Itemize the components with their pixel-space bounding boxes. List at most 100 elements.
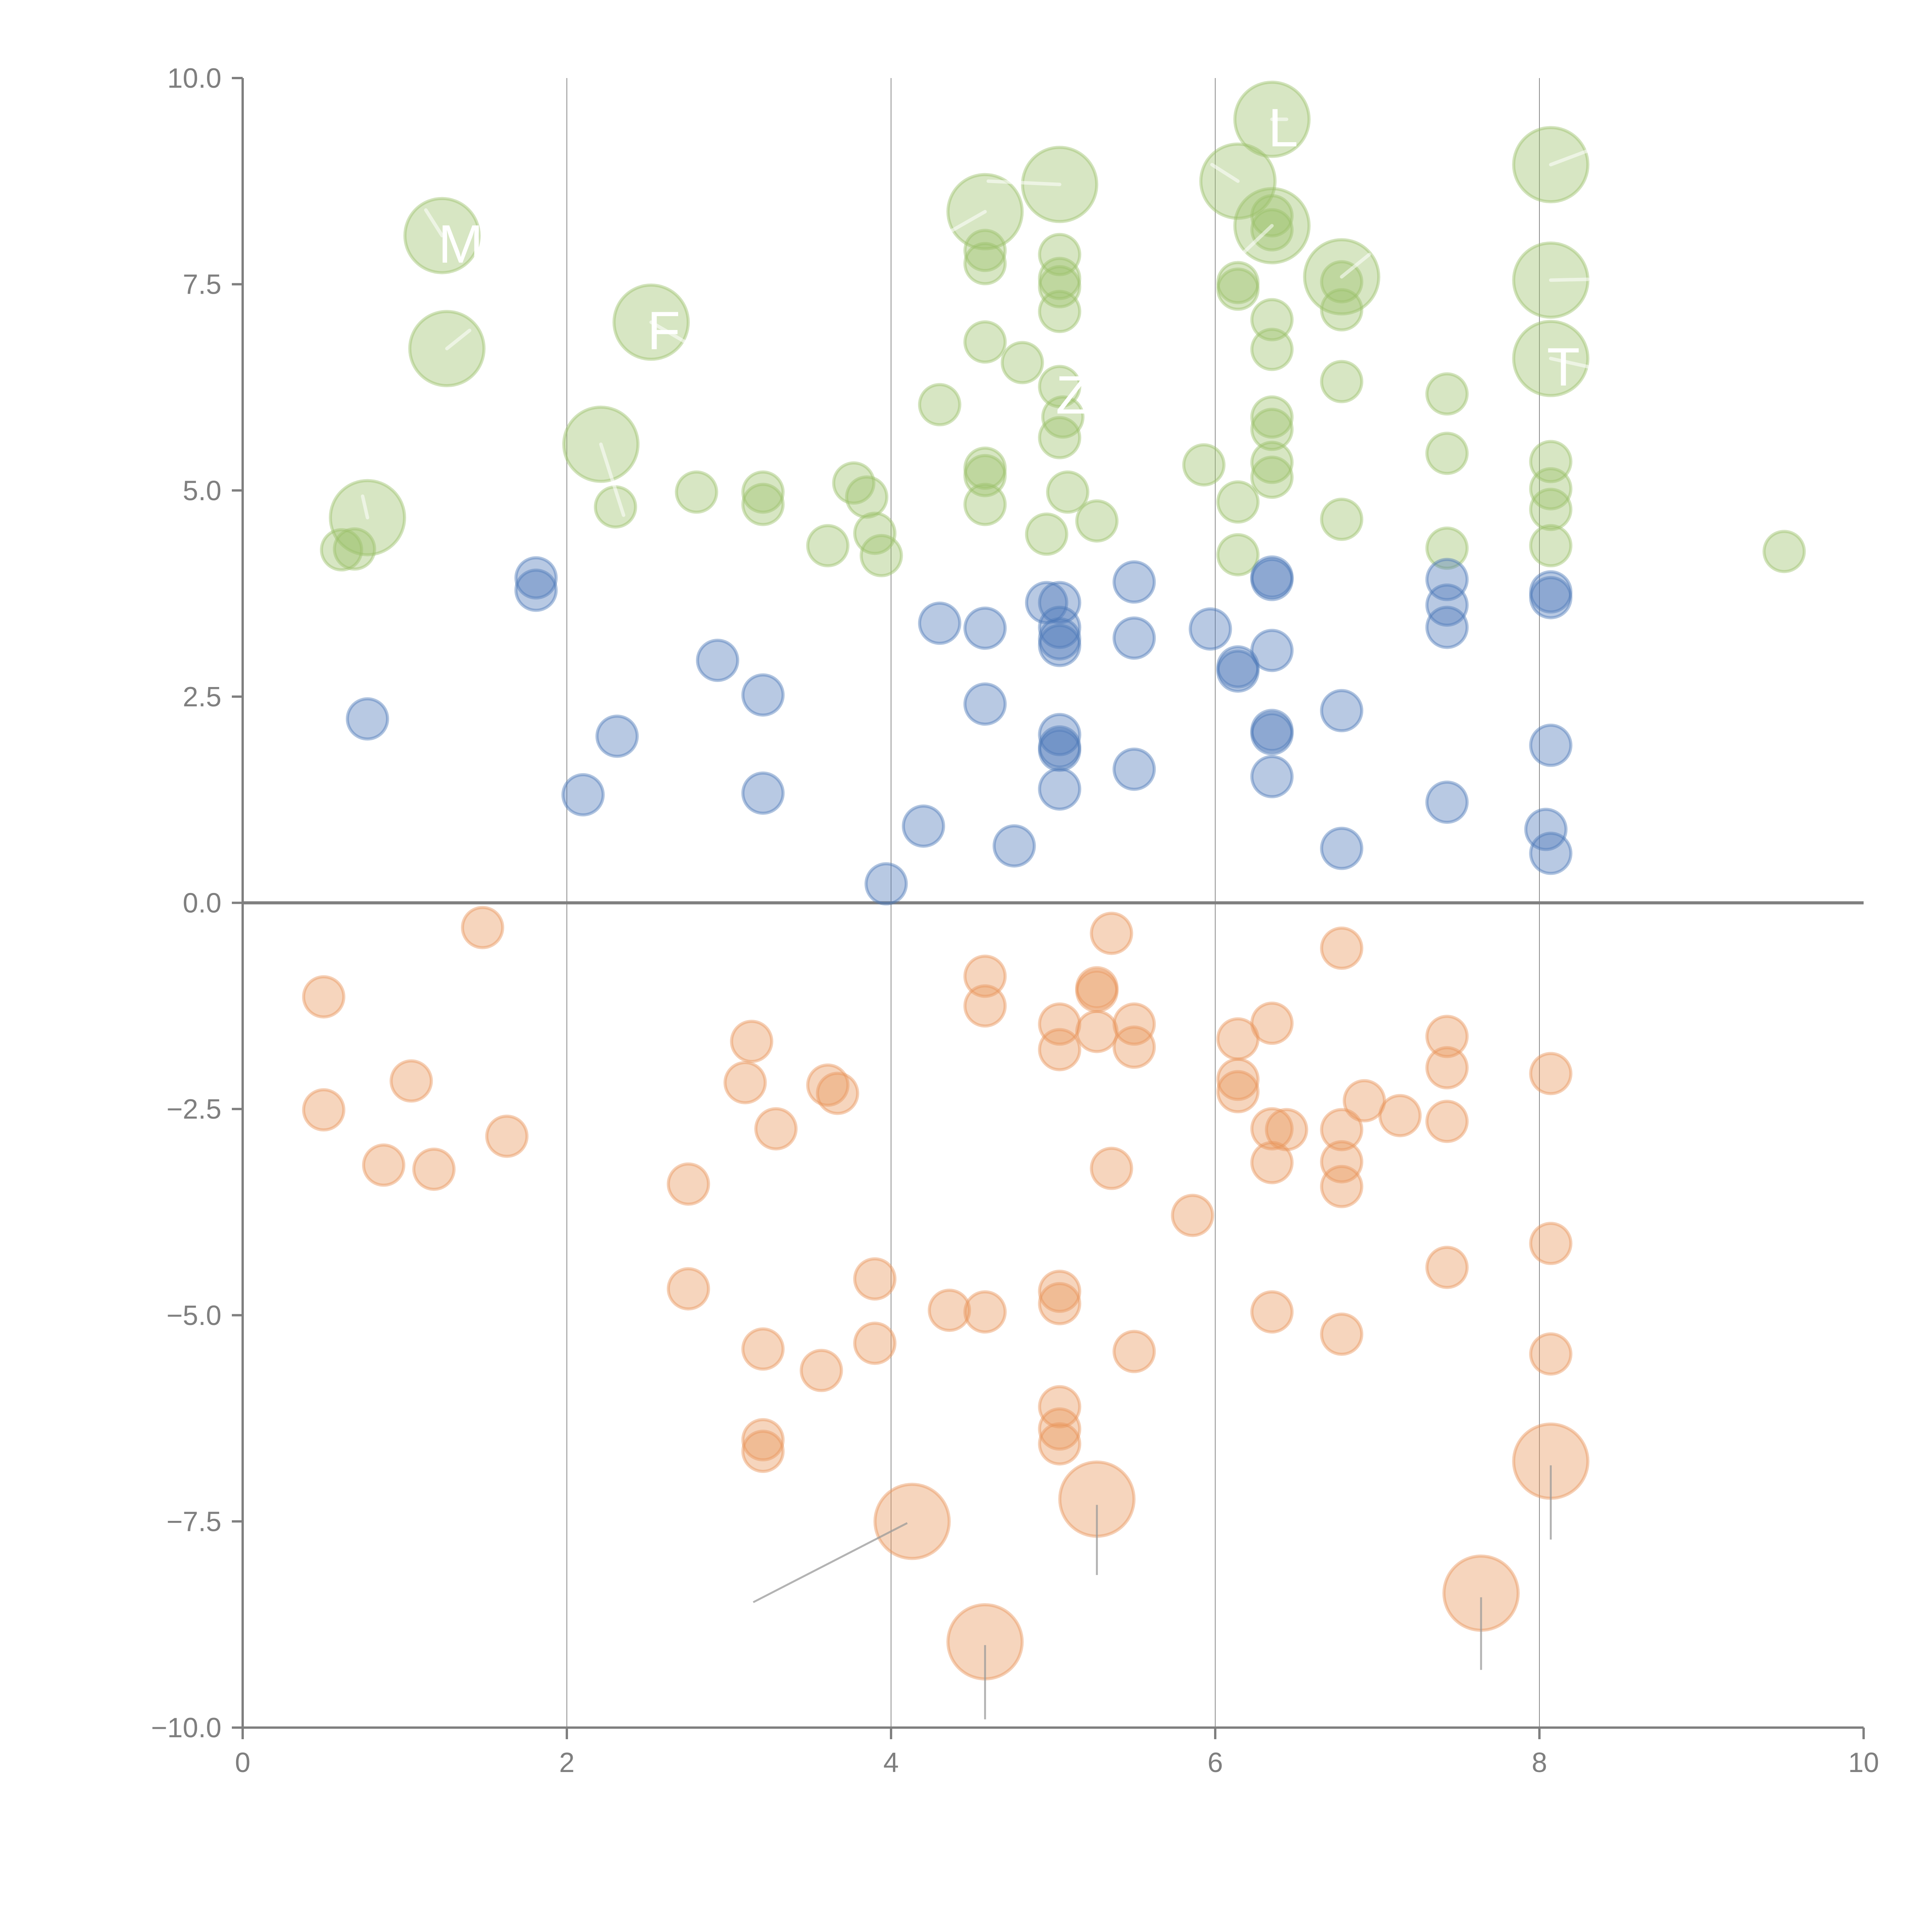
- orange-bubble: [1038, 1269, 1082, 1313]
- blue-bubble: [514, 556, 558, 600]
- green-bubble: [1425, 526, 1469, 570]
- x-tick-label: 0: [235, 1747, 250, 1778]
- y-tick-label: −2.5: [167, 1094, 221, 1125]
- orange-bubble: [389, 1059, 433, 1103]
- blue-bubble: [595, 714, 639, 758]
- green-bubble: [963, 229, 1007, 272]
- x-ticks: 0 2 4 6 8 10: [235, 1728, 1879, 1778]
- blue-bubble: [1112, 616, 1156, 660]
- green-bubble: [832, 461, 876, 505]
- y-tick-label: 2.5: [183, 682, 221, 713]
- green-bubble: [1250, 298, 1294, 342]
- green-bubble: [1425, 432, 1469, 475]
- blue-bubble: [1038, 713, 1082, 757]
- blue-bubble: [1250, 629, 1294, 672]
- label-leader-line: [445, 328, 471, 350]
- blue-bubble: [1529, 576, 1573, 619]
- leader-lines: [361, 117, 1590, 1719]
- blue-bubble: [963, 606, 1007, 650]
- green-bubble: [1762, 530, 1806, 573]
- blue-bubble: [1425, 781, 1469, 824]
- orange-bubble: [1075, 969, 1119, 1013]
- blue-bubble: [1038, 617, 1082, 661]
- orange-bubble: [302, 1088, 345, 1132]
- green-bubble: [1250, 456, 1294, 499]
- label-leader-line: [753, 1522, 908, 1603]
- blue-bubble: [1189, 607, 1232, 651]
- green-bubble: [1216, 480, 1260, 524]
- orange-bubble: [1265, 1108, 1308, 1151]
- blue-bubble: [1425, 558, 1469, 601]
- green-bubble: [963, 242, 1007, 286]
- y-tick-label: 10.0: [167, 63, 221, 94]
- bubble-label: M: [438, 214, 483, 274]
- orange-bubble: [853, 1257, 897, 1301]
- green-bubble: [963, 454, 1007, 497]
- green-bubble: [1529, 467, 1573, 510]
- orange-bubble: [1425, 1015, 1469, 1058]
- orange-bubble: [963, 954, 1007, 998]
- y-tick-label: −10.0: [151, 1713, 221, 1743]
- label-leader-line: [942, 210, 987, 237]
- label-leader-line: [986, 179, 1061, 186]
- label-leader-line: [1549, 357, 1590, 369]
- orange-bubble: [1090, 1146, 1133, 1190]
- orange-bubble: [1090, 912, 1133, 955]
- green-bubble: [1038, 257, 1082, 300]
- y-tick-label: −7.5: [167, 1506, 221, 1537]
- green-bubble: [1038, 416, 1082, 459]
- blue-bubble: [696, 638, 740, 682]
- x-tick-label: 2: [559, 1747, 575, 1778]
- blue-bubble: [1250, 755, 1294, 798]
- green-bubble: [1046, 470, 1090, 514]
- bubble-labels: M F Z L T: [438, 97, 1580, 425]
- blue-bubble: [1250, 558, 1294, 601]
- green-bubble: [845, 475, 889, 519]
- orange-bubble: [1038, 1282, 1082, 1325]
- green-bubble: [1216, 533, 1260, 577]
- green-bubble: [1250, 208, 1294, 252]
- orange-bubble: [741, 1418, 785, 1462]
- green-bubble: [333, 527, 376, 571]
- blue-bubble: [864, 862, 908, 906]
- orange-bubble: [1112, 1026, 1156, 1069]
- orange-bubble: [412, 1147, 456, 1191]
- blue-bubble: [1425, 583, 1469, 627]
- blue-bubble: [741, 771, 785, 815]
- x-tick-label: 6: [1208, 1747, 1223, 1778]
- orange-bubble: [1216, 1058, 1260, 1101]
- green-bubble: [918, 383, 961, 427]
- blue-bubble: [1038, 725, 1082, 769]
- green-bubble: [1000, 341, 1044, 384]
- orange-bubble: [1425, 1046, 1469, 1090]
- bubble-label: F: [647, 300, 680, 361]
- blue-bubble: [1038, 624, 1082, 667]
- orange-bubble: [1425, 1100, 1469, 1143]
- x-tick-label: 8: [1532, 1747, 1547, 1778]
- blue-bubble: [1216, 649, 1260, 693]
- orange-bubble: [461, 906, 504, 949]
- green-bubble: [806, 524, 850, 568]
- orange-bubble: [362, 1143, 405, 1187]
- orange-bubble: [1038, 1385, 1082, 1429]
- orange-bubble: [963, 984, 1007, 1028]
- green-bubble: [741, 470, 785, 514]
- orange-bubble: [1320, 1108, 1364, 1151]
- green-bubble: [1529, 488, 1573, 531]
- orange-bubble: [1529, 1052, 1573, 1095]
- bubble-label: L: [1268, 97, 1298, 158]
- green-bubble: [963, 320, 1007, 364]
- orange-bubble: [730, 1020, 774, 1063]
- green-bubble: [1425, 372, 1469, 416]
- blue-bubble: [1250, 555, 1294, 599]
- green-bubble: [1216, 267, 1260, 311]
- blue-bubble: [1216, 645, 1260, 689]
- blue-bubble: [561, 773, 605, 816]
- orange-bubble: [741, 1327, 785, 1371]
- green-bubble: [1025, 512, 1068, 556]
- label-leader-line: [649, 320, 687, 344]
- label-leader-line: [599, 442, 626, 517]
- green-bubble: [1075, 499, 1119, 543]
- orange-bubble: [741, 1429, 785, 1473]
